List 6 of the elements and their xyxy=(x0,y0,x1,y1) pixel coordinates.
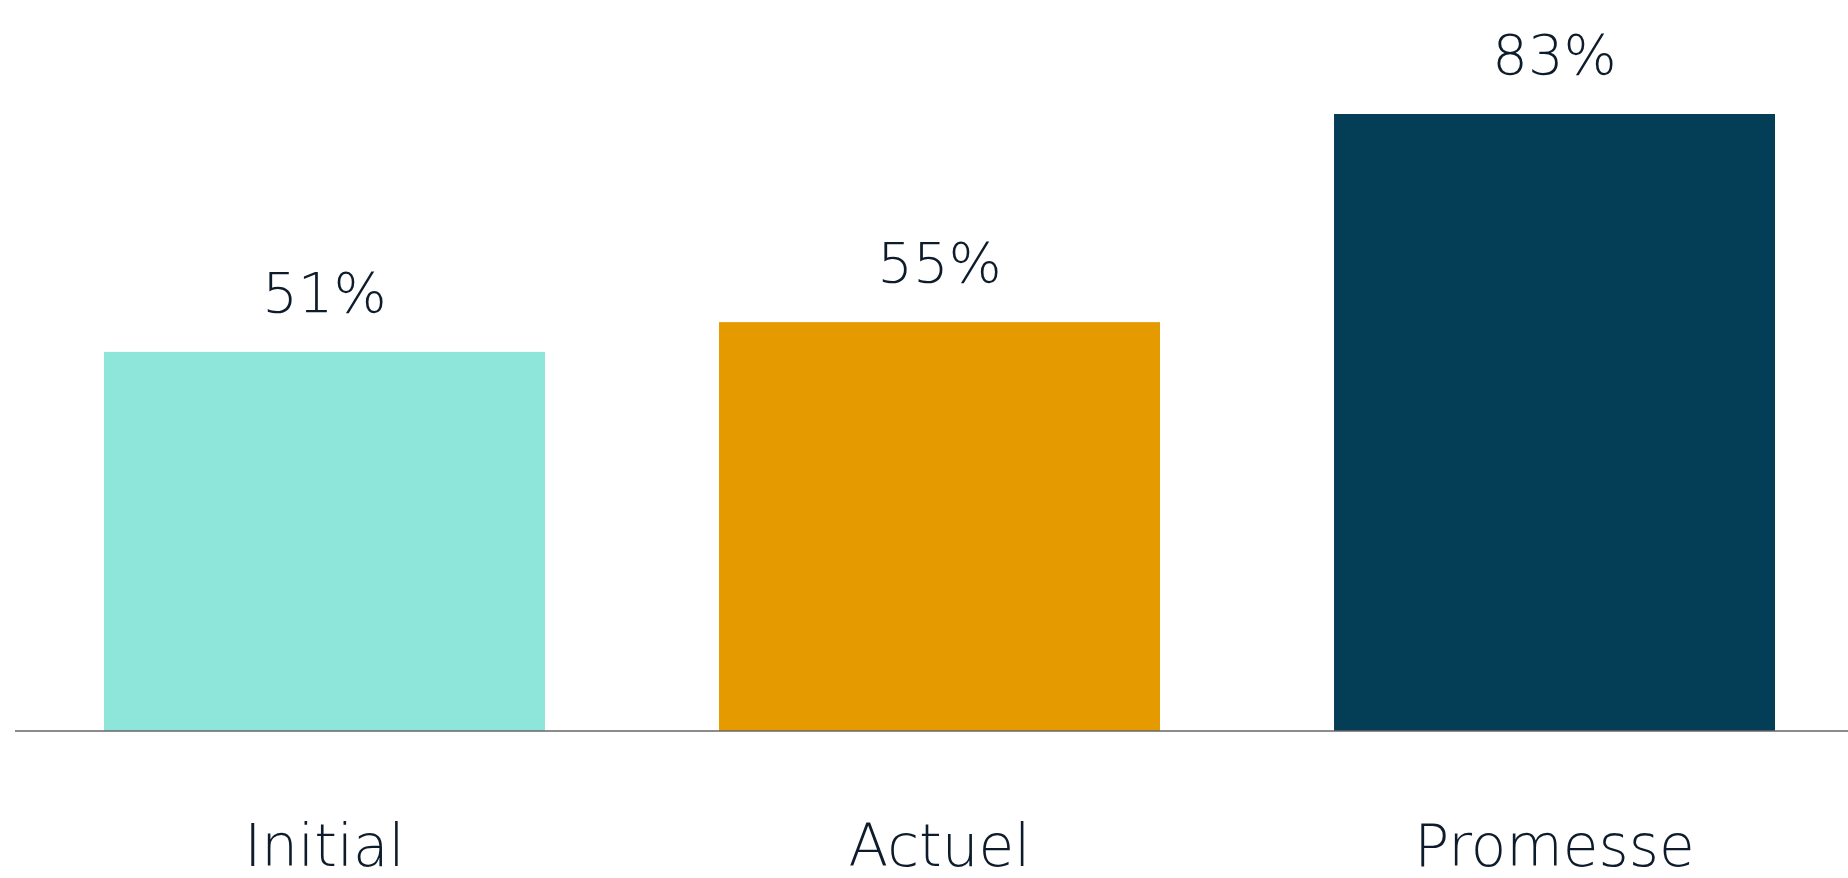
x-tick-label: Promesse xyxy=(1414,812,1695,878)
data-label: 83% xyxy=(1492,22,1617,87)
x-tick-label: Actuel xyxy=(848,812,1031,878)
data-label: 55% xyxy=(877,230,1002,296)
x-tick-label: Initial xyxy=(244,812,405,878)
data-label: 51% xyxy=(262,259,387,325)
